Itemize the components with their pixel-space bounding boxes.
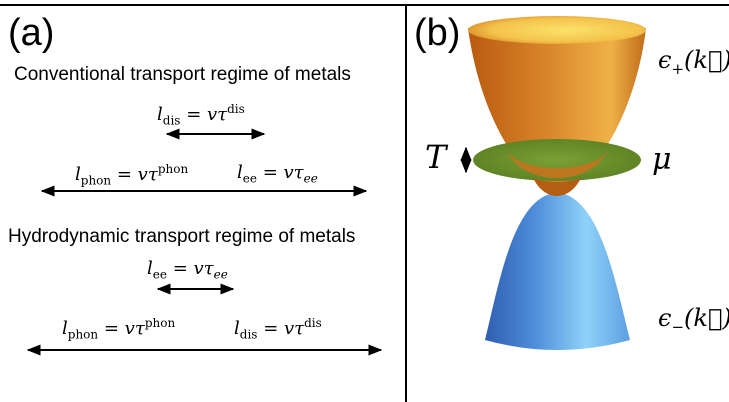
panel-b-label: (b) [414, 12, 461, 54]
lower-band-label: ϵ−(k⃗) [658, 304, 729, 336]
hydrodynamic-heading: Hydrodynamic transport regime of metals [8, 226, 356, 247]
hydro-ldis-eq: ldis = vτdis [234, 316, 322, 342]
conv-lee-eq: lee = vτee [237, 162, 318, 186]
panel-a-label: (a) [8, 12, 55, 54]
upper-cone-through-disk [505, 150, 609, 179]
hydro-lee-eq: lee = vτee [147, 258, 228, 282]
conv-lphon-eq: lphon = vτphon [75, 162, 189, 188]
upper-cone-tip [533, 178, 581, 196]
hydro-lphon-eq: lphon = vτphon [62, 316, 176, 342]
upper-cone-rim [468, 16, 646, 44]
fermi-level-disk [473, 139, 641, 181]
upper-band-label: ϵ+(k⃗) [658, 46, 729, 78]
conventional-heading: Conventional transport regime of metals [14, 64, 351, 85]
lower-band-cone [485, 193, 630, 350]
top-rule [0, 4, 729, 6]
conv-ldis-eq: ldis = vτdis [157, 102, 245, 128]
panel-divider [405, 4, 407, 402]
chemical-potential-label: μ [652, 142, 672, 177]
temperature-label: T [425, 138, 447, 176]
